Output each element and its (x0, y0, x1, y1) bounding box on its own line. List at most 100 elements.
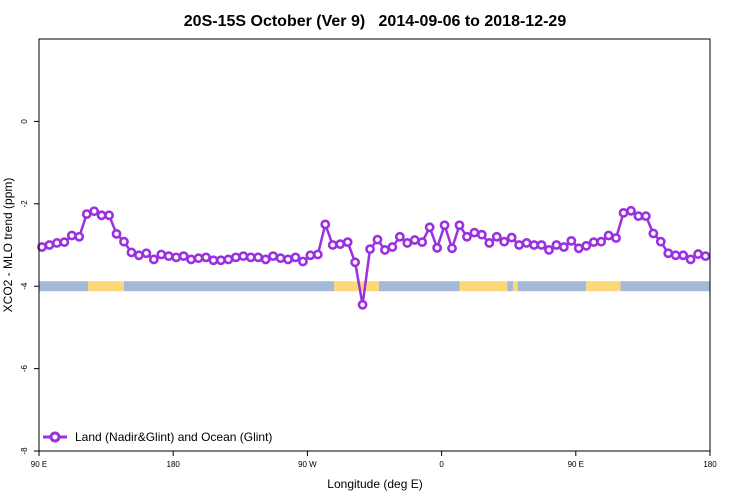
data-point (678, 250, 689, 261)
data-point (417, 237, 428, 248)
data-point (469, 227, 480, 238)
ocean-segment (507, 281, 514, 292)
data-point (171, 252, 182, 263)
legend-marker-swatch (49, 431, 61, 443)
data-point (89, 206, 100, 217)
plot-frame (38, 38, 711, 452)
data-point (536, 240, 547, 250)
ocean-segment (123, 281, 335, 292)
data-point (327, 240, 338, 250)
data-point (693, 249, 703, 259)
data-point (439, 220, 450, 231)
data-point (216, 255, 226, 266)
data-point (111, 228, 122, 239)
ocean-segment (517, 281, 587, 292)
data-point (573, 243, 584, 254)
data-point (566, 235, 577, 246)
data-point (305, 250, 316, 261)
ocean-segment (378, 281, 460, 292)
y-tick-label: -2 (20, 200, 29, 208)
land-segment (586, 281, 621, 292)
data-point (402, 238, 413, 248)
land-segment (334, 281, 379, 292)
data-point (193, 253, 204, 264)
x-tick-label: 90 E (568, 460, 584, 469)
legend: Land (Nadir&Glint) and Ocean (Glint) (43, 430, 272, 444)
data-point (223, 254, 234, 265)
data-point (596, 236, 607, 247)
data-point (514, 240, 525, 250)
ocean-segment (620, 281, 710, 292)
y-tick-label: 0 (20, 119, 29, 124)
data-point (603, 230, 614, 241)
land-ocean-band (39, 281, 710, 292)
y-axis: -8 -6 -4 -2 0 (20, 119, 39, 455)
data-point (611, 233, 621, 243)
data-point (201, 252, 211, 263)
data-point (275, 253, 286, 264)
x-tick-label: 180 (167, 460, 181, 469)
data-point (357, 299, 368, 310)
data-point (96, 210, 107, 221)
data-point (663, 248, 674, 259)
data-point (648, 228, 659, 239)
chart-title: 20S-15S October (Ver 9) 2014-09-06 to 20… (184, 13, 567, 30)
data-point (447, 243, 457, 254)
data-point (491, 231, 502, 242)
data-point (51, 238, 62, 248)
data-point (148, 254, 159, 265)
legend-label: Land (Nadir&Glint) and Ocean (Glint) (75, 430, 272, 444)
data-point (320, 219, 331, 230)
data-point (558, 242, 569, 252)
data-point (290, 252, 301, 263)
data-point (335, 239, 346, 250)
data-point (670, 250, 681, 261)
land-segment (88, 281, 124, 292)
x-tick-label: 90 E (31, 460, 47, 469)
data-point (126, 247, 137, 258)
data-point (655, 236, 666, 247)
data-point (633, 211, 644, 222)
data-point (238, 251, 249, 262)
data-point (529, 240, 539, 250)
data-point (372, 234, 383, 245)
data-point (74, 231, 85, 242)
data-point (424, 222, 435, 233)
data-point (685, 254, 696, 265)
data-point (476, 229, 487, 240)
data-point (178, 251, 189, 262)
data-point (66, 230, 77, 241)
x-axis-label: Longitude (deg E) (327, 477, 422, 491)
data-point (462, 231, 472, 242)
data-point (230, 252, 241, 263)
data-point (365, 244, 375, 255)
x-tick-label: 90 W (298, 460, 317, 469)
data-point (260, 254, 271, 265)
data-point (506, 232, 517, 243)
data-point (59, 237, 70, 248)
data-point (581, 240, 592, 251)
data-point (141, 248, 152, 259)
data-point (409, 235, 420, 245)
data-point (245, 252, 256, 263)
data-point (700, 251, 711, 262)
data-point (156, 249, 167, 260)
series-layer (37, 205, 711, 310)
data-point (208, 255, 219, 266)
x-axis: 90 E 180 90 W 0 90 E 180 (31, 451, 717, 469)
data-point (268, 251, 279, 262)
land-segment (459, 281, 508, 292)
x-tick-label: 180 (703, 460, 717, 469)
data-point (253, 252, 264, 263)
data-point (104, 210, 114, 221)
land-segment (513, 281, 518, 292)
data-point (350, 257, 361, 268)
data-point (387, 242, 398, 252)
data-point (588, 237, 599, 248)
data-point (544, 245, 554, 255)
data-point (283, 254, 293, 265)
data-point (380, 245, 390, 255)
y-tick-label: -8 (20, 447, 29, 455)
data-point (499, 236, 510, 247)
data-point (342, 237, 353, 248)
